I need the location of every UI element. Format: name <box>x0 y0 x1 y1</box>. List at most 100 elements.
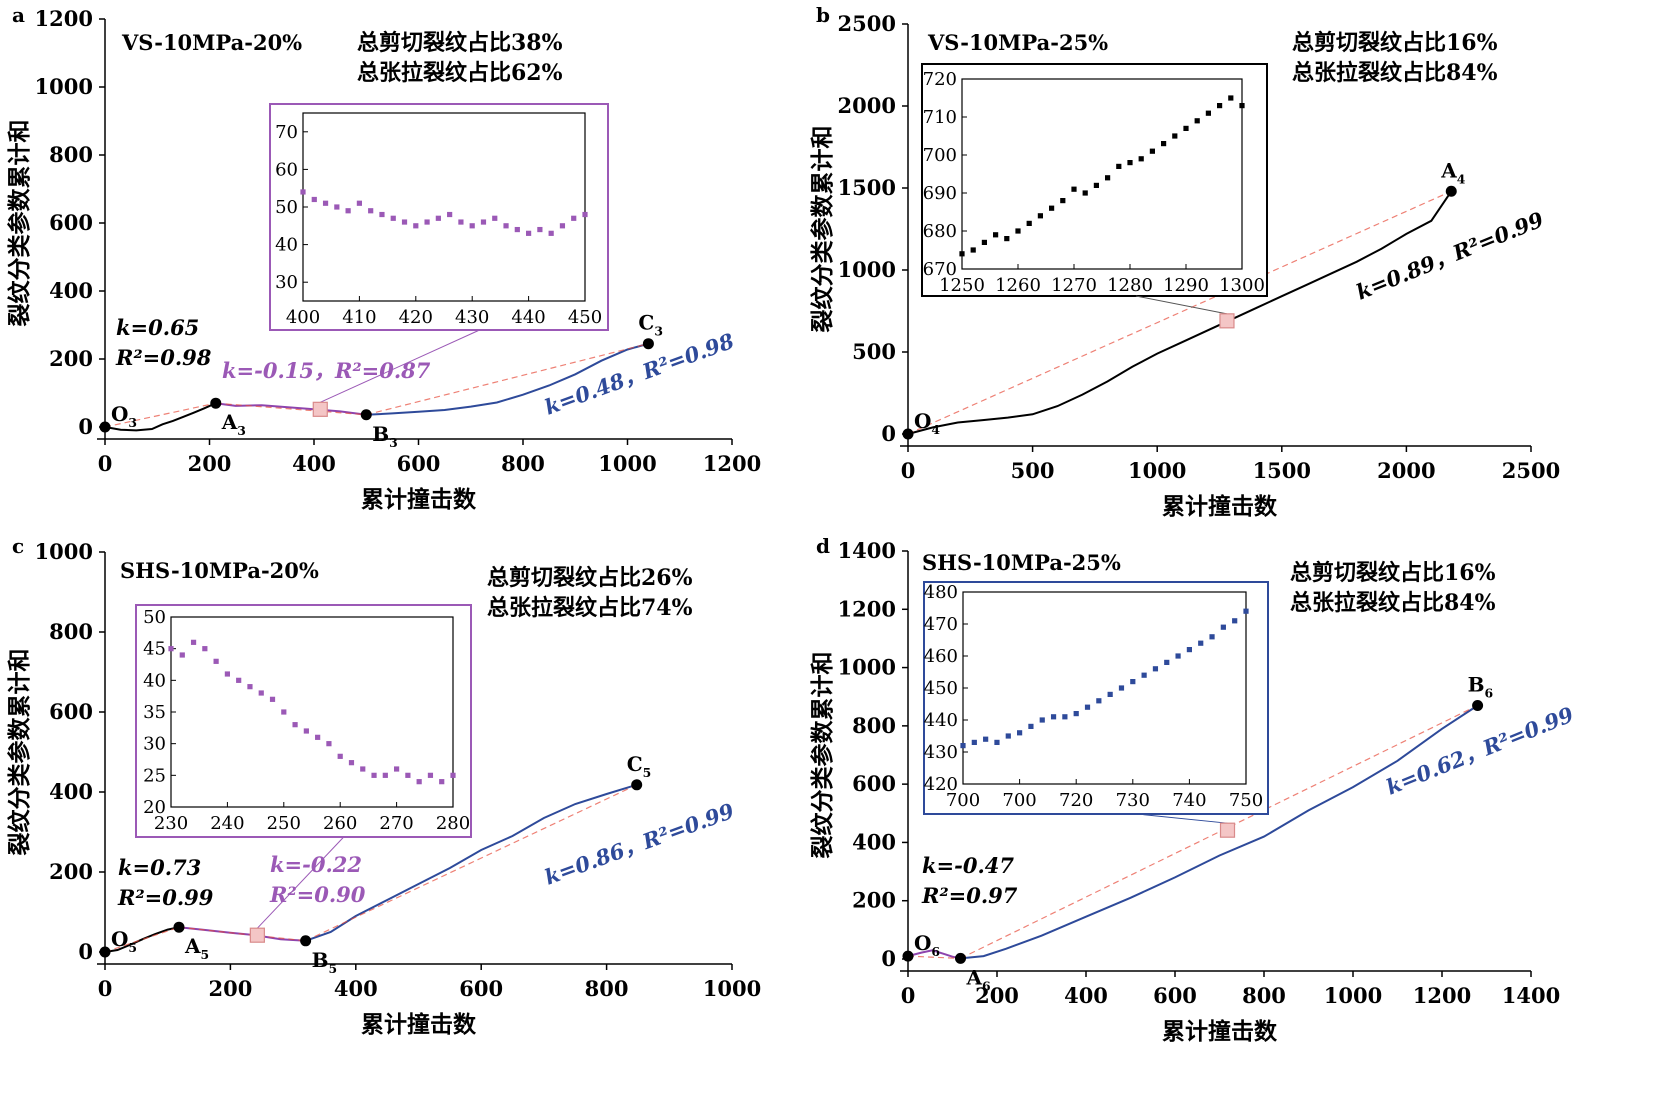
y-tick-label: 200 <box>852 888 896 913</box>
sample-title: VS-10MPa-20% <box>121 30 302 55</box>
point-marker <box>300 935 312 947</box>
point-label: A4 <box>1440 158 1466 186</box>
y-tick-label: 0 <box>78 939 93 964</box>
inset-point <box>439 779 445 785</box>
inset-point <box>190 639 197 645</box>
inset-point <box>1243 608 1249 614</box>
crack-ratio-note: 总剪切裂纹占比26% <box>487 565 693 591</box>
x-tick-label: 800 <box>501 451 545 476</box>
x-tick-label: 0 <box>98 976 113 1001</box>
point-label: B5 <box>312 948 338 976</box>
inset-point <box>416 779 422 785</box>
inset-x-tick-label: 700 <box>1002 790 1036 811</box>
point-marker <box>902 428 914 440</box>
x-tick-label: 800 <box>585 976 629 1001</box>
inset-point <box>427 772 434 778</box>
inset-point <box>326 741 332 747</box>
inset-point <box>360 766 366 772</box>
y-tick-label: 800 <box>852 713 896 738</box>
inset-point <box>368 208 374 214</box>
panel-c: c 0 200 400 600 800 1000 0 200 400 600 800 1000 累计撞击数… <box>6 534 761 1038</box>
point-label: O5 <box>111 927 137 955</box>
inset-y-tick-label: 430 <box>924 742 958 763</box>
inset-point <box>960 743 966 749</box>
inset-point <box>480 219 487 225</box>
inset-y-tick-label: 70 <box>275 122 298 143</box>
inset-point <box>348 760 355 766</box>
panel-a: a 0 200 400 600 800 1000 1200 0 200 400 600 800 1000 1… <box>6 3 761 513</box>
crack-ratio-note: 总剪切裂纹占比16% <box>1292 30 1498 56</box>
inset-x-tick-label: 270 <box>379 813 413 834</box>
inset-point <box>1205 110 1211 116</box>
point-marker <box>1445 185 1457 197</box>
zoom-connector <box>1137 813 1228 824</box>
inset-point <box>981 239 987 245</box>
inset-y-tick-label: 680 <box>923 221 957 242</box>
fit-line <box>104 402 216 428</box>
fit-line <box>305 784 637 942</box>
inset-point <box>269 696 276 702</box>
inset-frame <box>135 604 472 838</box>
inset-x-tick-label: 410 <box>342 307 376 328</box>
sample-title: VS-10MPa-25% <box>927 30 1108 55</box>
x-tick-label: 0 <box>901 983 916 1008</box>
point-marker <box>902 950 914 962</box>
y-tick-label: 1400 <box>838 538 896 563</box>
inset-point <box>537 226 543 233</box>
x-tick-label: 200 <box>208 976 252 1001</box>
inset-point <box>993 232 999 238</box>
y-axis-label: 裂纹分类参数累计和 <box>809 652 836 859</box>
inset-point <box>303 728 309 734</box>
inset-point <box>1127 160 1133 166</box>
y-tick-label: 2500 <box>838 11 896 36</box>
y-tick-label: 0 <box>881 421 896 446</box>
series-line <box>104 926 180 953</box>
inset-point <box>582 211 588 218</box>
inset-y-tick-label: 50 <box>275 197 298 218</box>
y-axis-label: 裂纹分类参数累计和 <box>6 120 33 327</box>
fit-annotation-r2: R²=0.90 <box>269 882 366 907</box>
y-tick-label: 1000 <box>35 74 93 99</box>
inset-frame <box>921 63 1268 297</box>
inset-x-tick-label: 230 <box>154 813 188 834</box>
y-tick-label: 200 <box>49 346 93 371</box>
inset-point <box>1198 640 1204 646</box>
inset-point <box>1005 733 1011 739</box>
inset-point <box>1130 679 1136 685</box>
inset-point <box>168 646 174 652</box>
inset-frame <box>923 581 1269 815</box>
panel-b: b 0 500 1000 1500 2000 2500 0 500 1000 1500 2000 250… <box>809 3 1560 520</box>
y-tick-label: 600 <box>49 210 93 235</box>
inset-y-tick-label: 440 <box>924 710 958 731</box>
inset-point <box>1082 190 1088 196</box>
y-tick-label: 200 <box>49 859 93 884</box>
inset-point <box>311 196 317 203</box>
crack-ratio-note: 总剪切裂纹占比38% <box>357 30 563 56</box>
inset-x-tick-label: 1250 <box>939 275 985 296</box>
inset-point <box>202 646 208 652</box>
inset-point <box>1217 103 1223 109</box>
x-axis-label: 累计撞击数 <box>361 486 477 513</box>
inset-point <box>1118 685 1125 691</box>
y-tick-label: 800 <box>49 619 93 644</box>
point-label: A3 <box>221 410 246 438</box>
inset-point <box>1175 653 1181 659</box>
inset-y-tick-label: 30 <box>143 734 166 755</box>
inset-y-tick-label: 710 <box>923 107 957 128</box>
inset-point <box>1183 125 1189 131</box>
series-line <box>366 342 649 416</box>
inset-point <box>1050 714 1057 720</box>
fit-annotation: k=-0.47 <box>922 853 1014 878</box>
inset-point <box>405 772 411 778</box>
x-tick-label: 600 <box>459 976 503 1001</box>
inset-point <box>435 215 441 221</box>
inset-point <box>1062 714 1068 720</box>
inset-point <box>983 736 989 742</box>
inset-x-tick-label: 720 <box>1059 790 1093 811</box>
inset-point <box>526 230 532 236</box>
inset-y-tick-label: 60 <box>275 159 298 180</box>
point-marker <box>955 952 967 964</box>
inset-x-tick-label: 240 <box>210 813 244 834</box>
point-label: B6 <box>1468 672 1494 700</box>
crack-ratio-note: 总张拉裂纹占比84% <box>1290 590 1496 616</box>
